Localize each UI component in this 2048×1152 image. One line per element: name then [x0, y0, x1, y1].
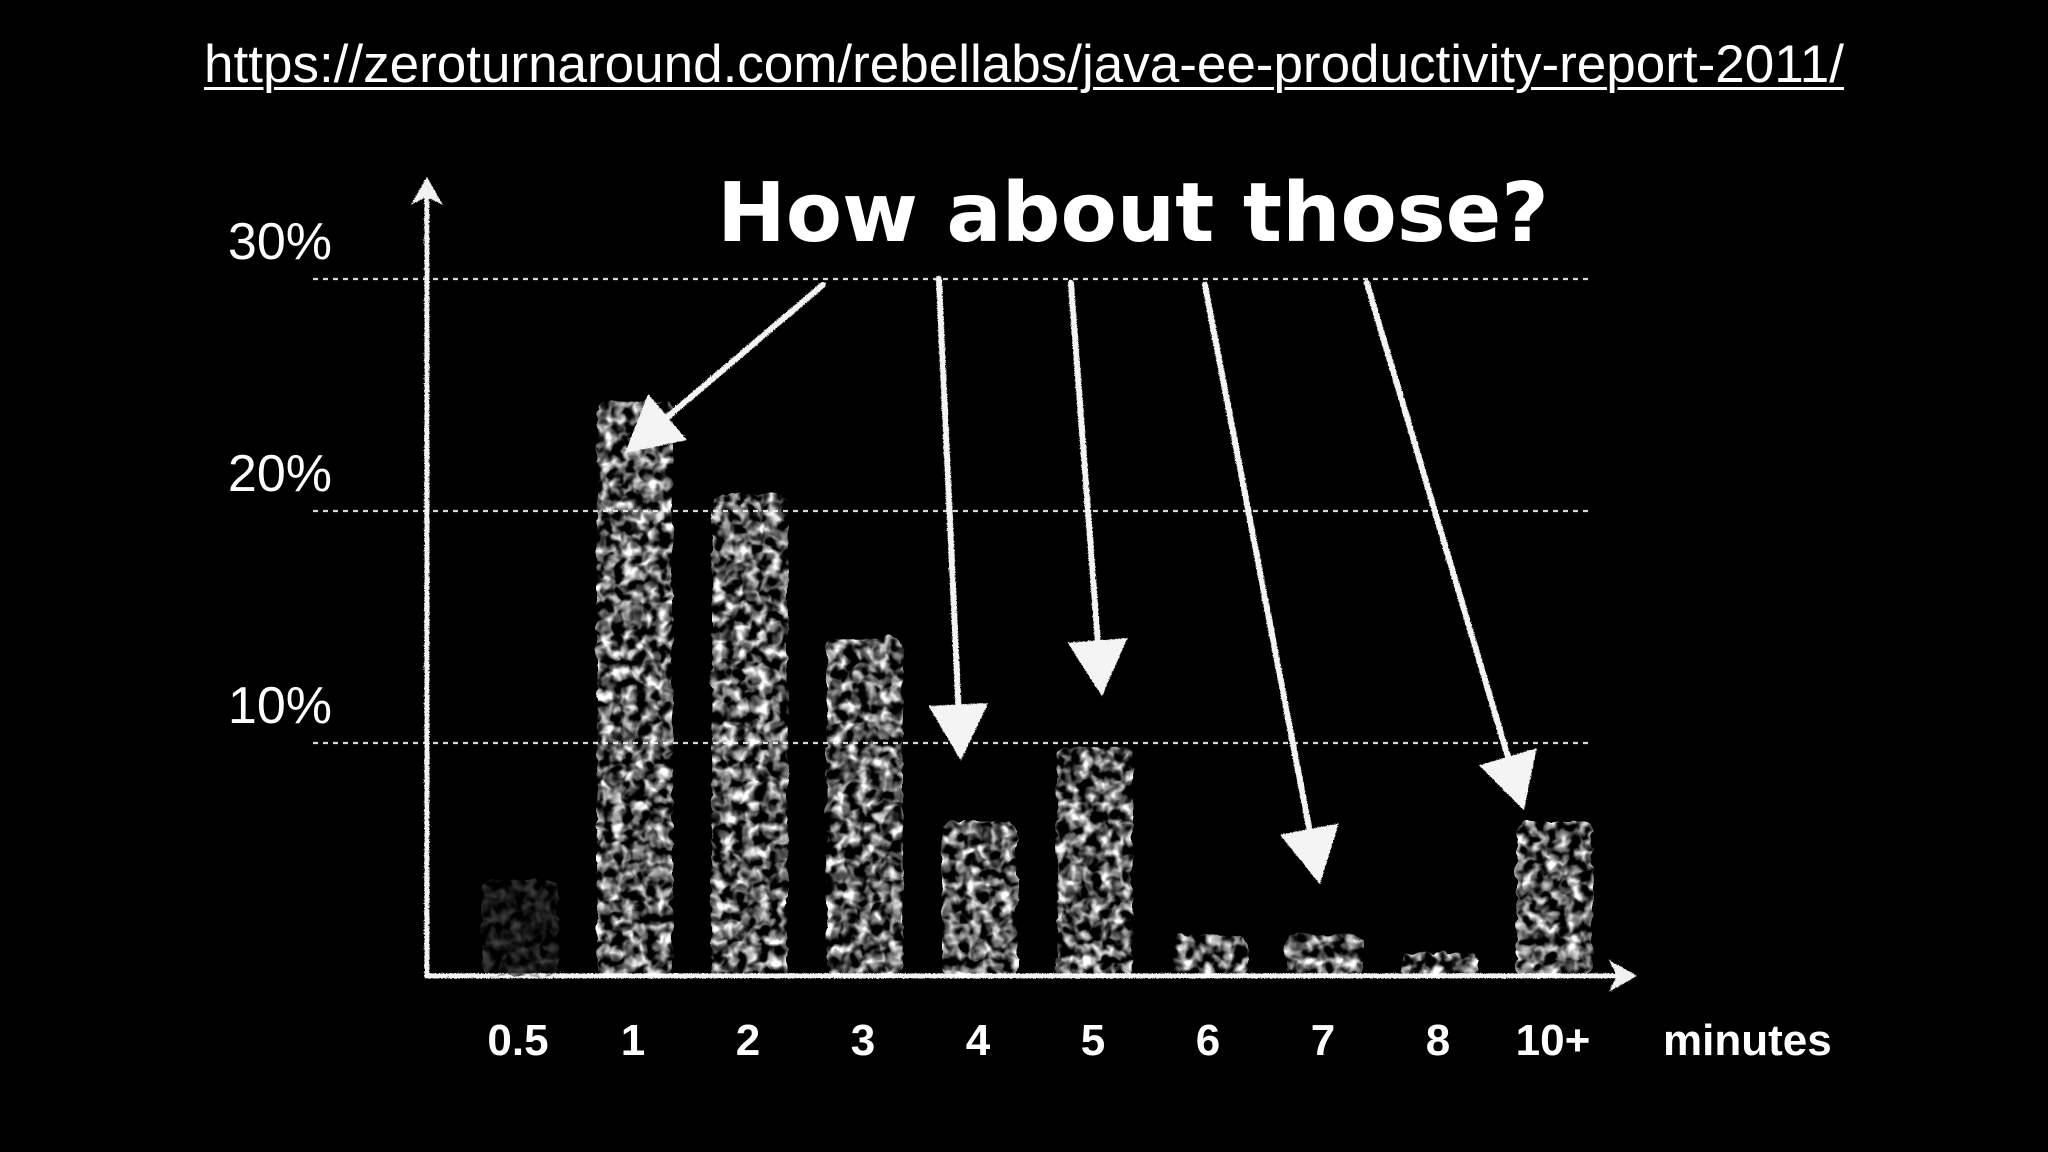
x-tick-label: 2: [736, 1016, 760, 1065]
arrow-to-bar-2: [659, 281, 825, 424]
x-tick-label: 5: [1081, 1016, 1105, 1065]
bar-3: [825, 636, 901, 975]
bar-7: [1285, 933, 1361, 975]
arrow-to-bar-5: [1067, 279, 1101, 649]
bar-1: [595, 399, 671, 975]
bar-8: [1400, 951, 1476, 975]
x-tick-label: 8: [1426, 1016, 1450, 1065]
bar-0-5: [480, 877, 556, 975]
arrowhead: [1478, 747, 1536, 810]
x-tick-label: 1: [621, 1016, 645, 1065]
arrow-to-bar-7: [1201, 281, 1313, 838]
source-url-link[interactable]: https://zeroturnaround.com/rebellabs/jav…: [204, 35, 1844, 94]
x-tick-label: 0.5: [487, 1016, 548, 1065]
y-tick-label: 30%: [228, 213, 332, 271]
bar-5: [1055, 745, 1131, 975]
bar-2: [710, 492, 786, 975]
x-axis-arrowhead: [1608, 959, 1636, 991]
arrowhead: [927, 702, 988, 760]
arrowhead: [1066, 637, 1127, 696]
arrowhead: [624, 393, 687, 453]
x-tick-label: 4: [966, 1016, 991, 1065]
arrow-to-bar-4: [935, 275, 961, 713]
arrow-to-bar-10plus: [1363, 279, 1512, 765]
y-tick-label: 10%: [228, 677, 332, 735]
bar-10plus: [1515, 819, 1591, 975]
y-axis-arrowhead: [410, 176, 442, 204]
bar-6: [1170, 933, 1246, 975]
x-tick-label: 7: [1311, 1016, 1335, 1065]
x-tick-label: 10+: [1516, 1016, 1591, 1065]
arrowhead: [1278, 822, 1338, 884]
bar-4: [940, 819, 1016, 975]
chart-headline: How about those?: [717, 166, 1549, 261]
x-tick-label: 3: [851, 1016, 875, 1065]
x-tick-label: 6: [1196, 1016, 1220, 1065]
y-tick-label: 20%: [228, 445, 332, 503]
x-axis-title: minutes: [1663, 1016, 1832, 1065]
